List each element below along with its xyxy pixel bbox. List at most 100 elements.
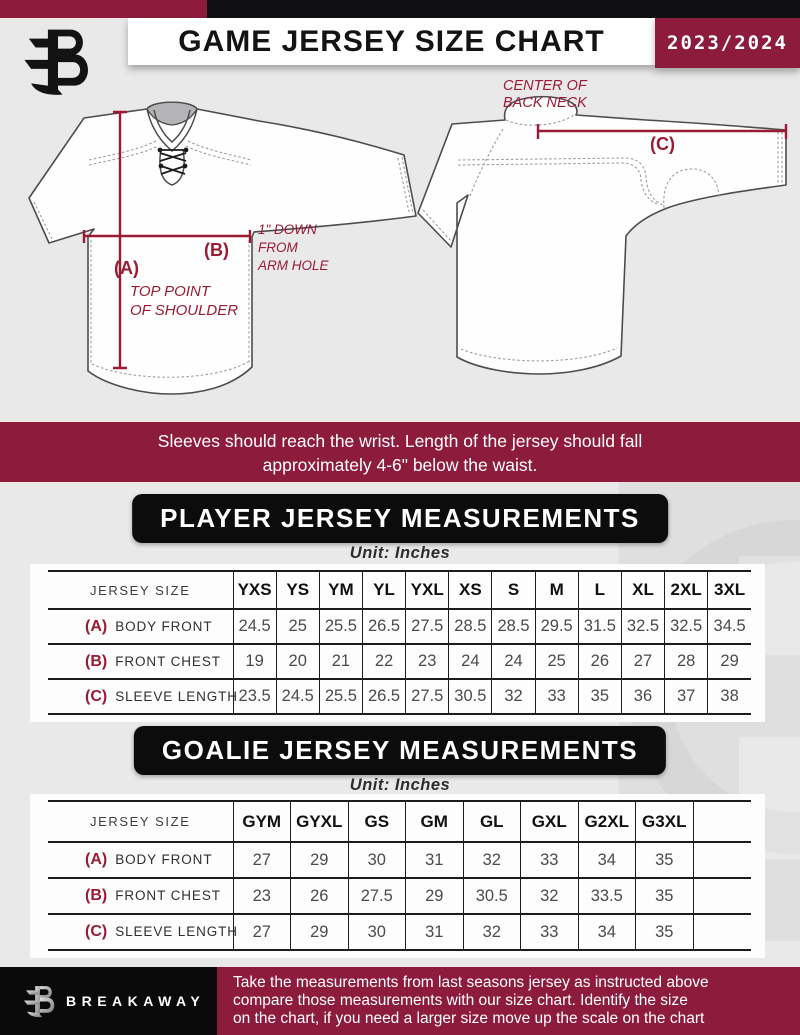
line-B (82, 230, 252, 243)
label-A: (A) (114, 258, 139, 278)
column-header: S (491, 571, 536, 609)
row-label: FRONT CHEST (115, 888, 221, 903)
front-jersey-outline (28, 101, 417, 395)
table-cell: 21 (318, 644, 363, 679)
table-cell: 35 (635, 914, 693, 950)
player-header-row: JERSEY SIZE YXS YS YM YL YXL XS S M L XL… (48, 571, 751, 609)
column-header: GS (347, 801, 406, 842)
footer-line-2: compare those measurements with our size… (233, 991, 688, 1009)
column-header: L (577, 571, 622, 609)
footer-brand-panel: BREAKAWAY (0, 967, 217, 1035)
empty-column (692, 801, 751, 842)
row-label: SLEEVE LENGTH (115, 924, 238, 939)
table-cell: 37 (664, 679, 708, 714)
table-cell: 34 (577, 914, 636, 950)
column-header: G3XL (635, 801, 693, 842)
player-size-table: JERSEY SIZE YXS YS YM YL YXL XS S M L XL… (30, 564, 765, 722)
table-cell: 35 (635, 842, 693, 878)
table-cell: 29 (405, 878, 463, 914)
column-header-jersey-size: JERSEY SIZE (90, 814, 191, 829)
table-cell: 20 (275, 644, 320, 679)
column-header: G2XL (577, 801, 636, 842)
table-cell: 25.5 (318, 609, 363, 644)
player-unit-label: Unit: Inches (349, 544, 451, 562)
column-header: YXL (405, 571, 449, 609)
table-cell: 25.5 (318, 679, 363, 714)
table-cell: 27.5 (405, 609, 449, 644)
table-cell: 28 (664, 644, 708, 679)
table-cell: 22 (361, 644, 406, 679)
table-cell: 33 (520, 914, 578, 950)
table-cell: 27 (232, 914, 291, 950)
table-cell: 23 (232, 878, 291, 914)
goalie-header-row: JERSEY SIZE GYM GYXL GS GM GL GXL G2XL G… (48, 801, 751, 842)
table-cell: 27 (620, 644, 665, 679)
row-key: (B) (85, 652, 108, 670)
table-row-sleeve-length: (C) SLEEVE LENGTH 23.5 24.5 25.5 26.5 27.… (48, 679, 751, 714)
table-cell: 29 (290, 914, 348, 950)
table-cell: 32 (491, 679, 536, 714)
table-cell: 32 (462, 914, 521, 950)
line-A (113, 110, 127, 370)
player-section-title: PLAYER JERSEY MEASUREMENTS (132, 494, 668, 543)
table-cell: 27.5 (405, 679, 449, 714)
footer-brand-name: BREAKAWAY (66, 993, 206, 1009)
table-row-front-chest: (B) FRONT CHEST 23 26 27.5 29 30.5 32 33.… (48, 878, 751, 914)
table-cell: 24 (448, 644, 492, 679)
table-cell: 26.5 (361, 609, 406, 644)
label-C: (C) (650, 134, 675, 154)
empty-cell (692, 878, 751, 914)
column-header: YM (318, 571, 363, 609)
fit-instruction-banner: Sleeves should reach the wrist. Length o… (0, 422, 800, 482)
table-cell: 32.5 (664, 609, 708, 644)
column-header-jersey-size: JERSEY SIZE (90, 582, 191, 598)
header-strip-maroon (0, 0, 207, 18)
table-cell: 33 (534, 679, 579, 714)
table-row-sleeve-length: (C) SLEEVE LENGTH 27 29 30 31 32 33 34 35 (48, 914, 751, 950)
column-header: XL (620, 571, 665, 609)
column-header: YS (275, 571, 320, 609)
column-header: GYXL (290, 801, 348, 842)
table-cell: 28.5 (448, 609, 492, 644)
table-cell: 24.5 (275, 679, 320, 714)
column-header: YXS (232, 571, 277, 609)
empty-cell (692, 914, 751, 950)
column-header: YL (361, 571, 406, 609)
column-header: XS (448, 571, 492, 609)
table-cell: 24.5 (232, 609, 277, 644)
column-header: GYM (232, 801, 291, 842)
column-header: 3XL (707, 571, 751, 609)
measurement-lines (82, 110, 788, 370)
table-cell: 30.5 (448, 679, 492, 714)
table-cell: 34 (577, 842, 636, 878)
table-cell: 31 (405, 914, 463, 950)
front-vneck-outer (146, 108, 198, 152)
banner-line-1: Sleeves should reach the wrist. Length o… (157, 431, 643, 451)
season-label: 2023/2024 (667, 32, 788, 54)
row-label: BODY FRONT (115, 852, 213, 867)
row-key: (A) (85, 617, 108, 635)
jersey-diagrams (28, 95, 788, 395)
row-key: (A) (85, 851, 108, 868)
column-header: GL (462, 801, 521, 842)
footer-line-1: Take the measurements from last seasons … (233, 974, 709, 991)
table-cell: 30 (347, 842, 406, 878)
banner-line-2: approximately 4-6" below the waist. (262, 455, 538, 475)
table-cell: 26 (290, 878, 348, 914)
table-row-body-front: (A) BODY FRONT 24.5 25 25.5 26.5 27.5 28.… (48, 609, 751, 644)
table-cell: 28.5 (491, 609, 536, 644)
table-row-front-chest: (B) FRONT CHEST 19 20 21 22 23 24 24 25 2… (48, 644, 751, 679)
season-badge: 2023/2024 (655, 18, 800, 68)
table-cell: 31 (405, 842, 463, 878)
row-label: FRONT CHEST (115, 653, 221, 669)
table-cell: 27.5 (347, 878, 406, 914)
column-header: M (534, 571, 579, 609)
row-label: BODY FRONT (115, 618, 213, 634)
back-jersey-outline (417, 95, 787, 375)
front-neck-opening (146, 101, 198, 126)
table-cell: 27 (232, 842, 291, 878)
table-cell: 29 (707, 644, 751, 679)
empty-cell (692, 842, 751, 878)
table-cell: 35 (577, 679, 622, 714)
